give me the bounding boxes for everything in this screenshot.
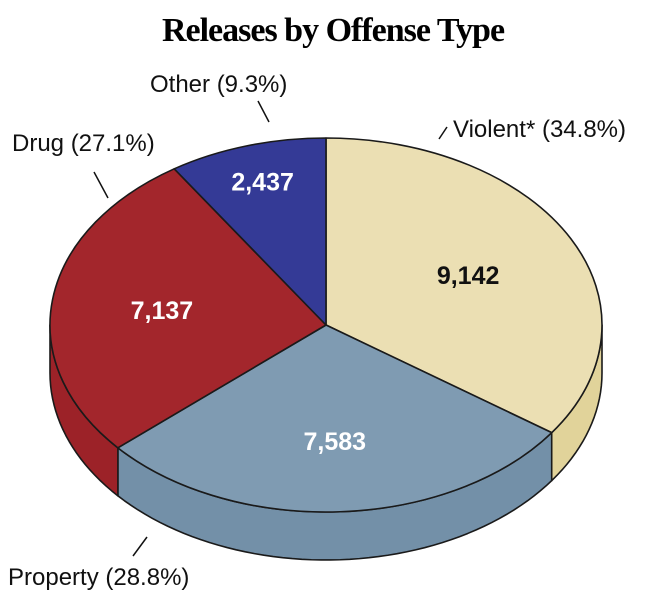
- value-label-property: 7,583: [304, 428, 367, 456]
- category-label-drug: Drug (27.1%): [12, 130, 155, 157]
- pie-slice-violent: [325, 137, 603, 434]
- value-label-violent: 9,142: [437, 262, 500, 290]
- value-labels: 9,142 7,583 7,137 2,437: [131, 169, 500, 456]
- pie-slice-other: [173, 137, 327, 326]
- pie-slice-drug: [49, 168, 327, 449]
- category-label-violent: Violent* (34.8%): [453, 116, 626, 143]
- category-label-property: Property (28.8%): [8, 564, 189, 591]
- value-label-other: 2,437: [231, 169, 294, 197]
- category-labels: Violent* (34.8%) Property (28.8%) Drug (27…: [8, 71, 626, 591]
- leader-line-property: [132, 536, 148, 557]
- chart-title: Releases by Offense Type: [162, 12, 505, 49]
- value-label-drug: 7,137: [131, 297, 194, 325]
- leader-line-violent: [438, 126, 448, 140]
- leader-line-drug: [93, 171, 109, 199]
- leader-line-other: [257, 100, 270, 123]
- pie-slices: [49, 137, 603, 513]
- pie-slice-property: [117, 324, 553, 513]
- category-label-other: Other (9.3%): [150, 71, 287, 98]
